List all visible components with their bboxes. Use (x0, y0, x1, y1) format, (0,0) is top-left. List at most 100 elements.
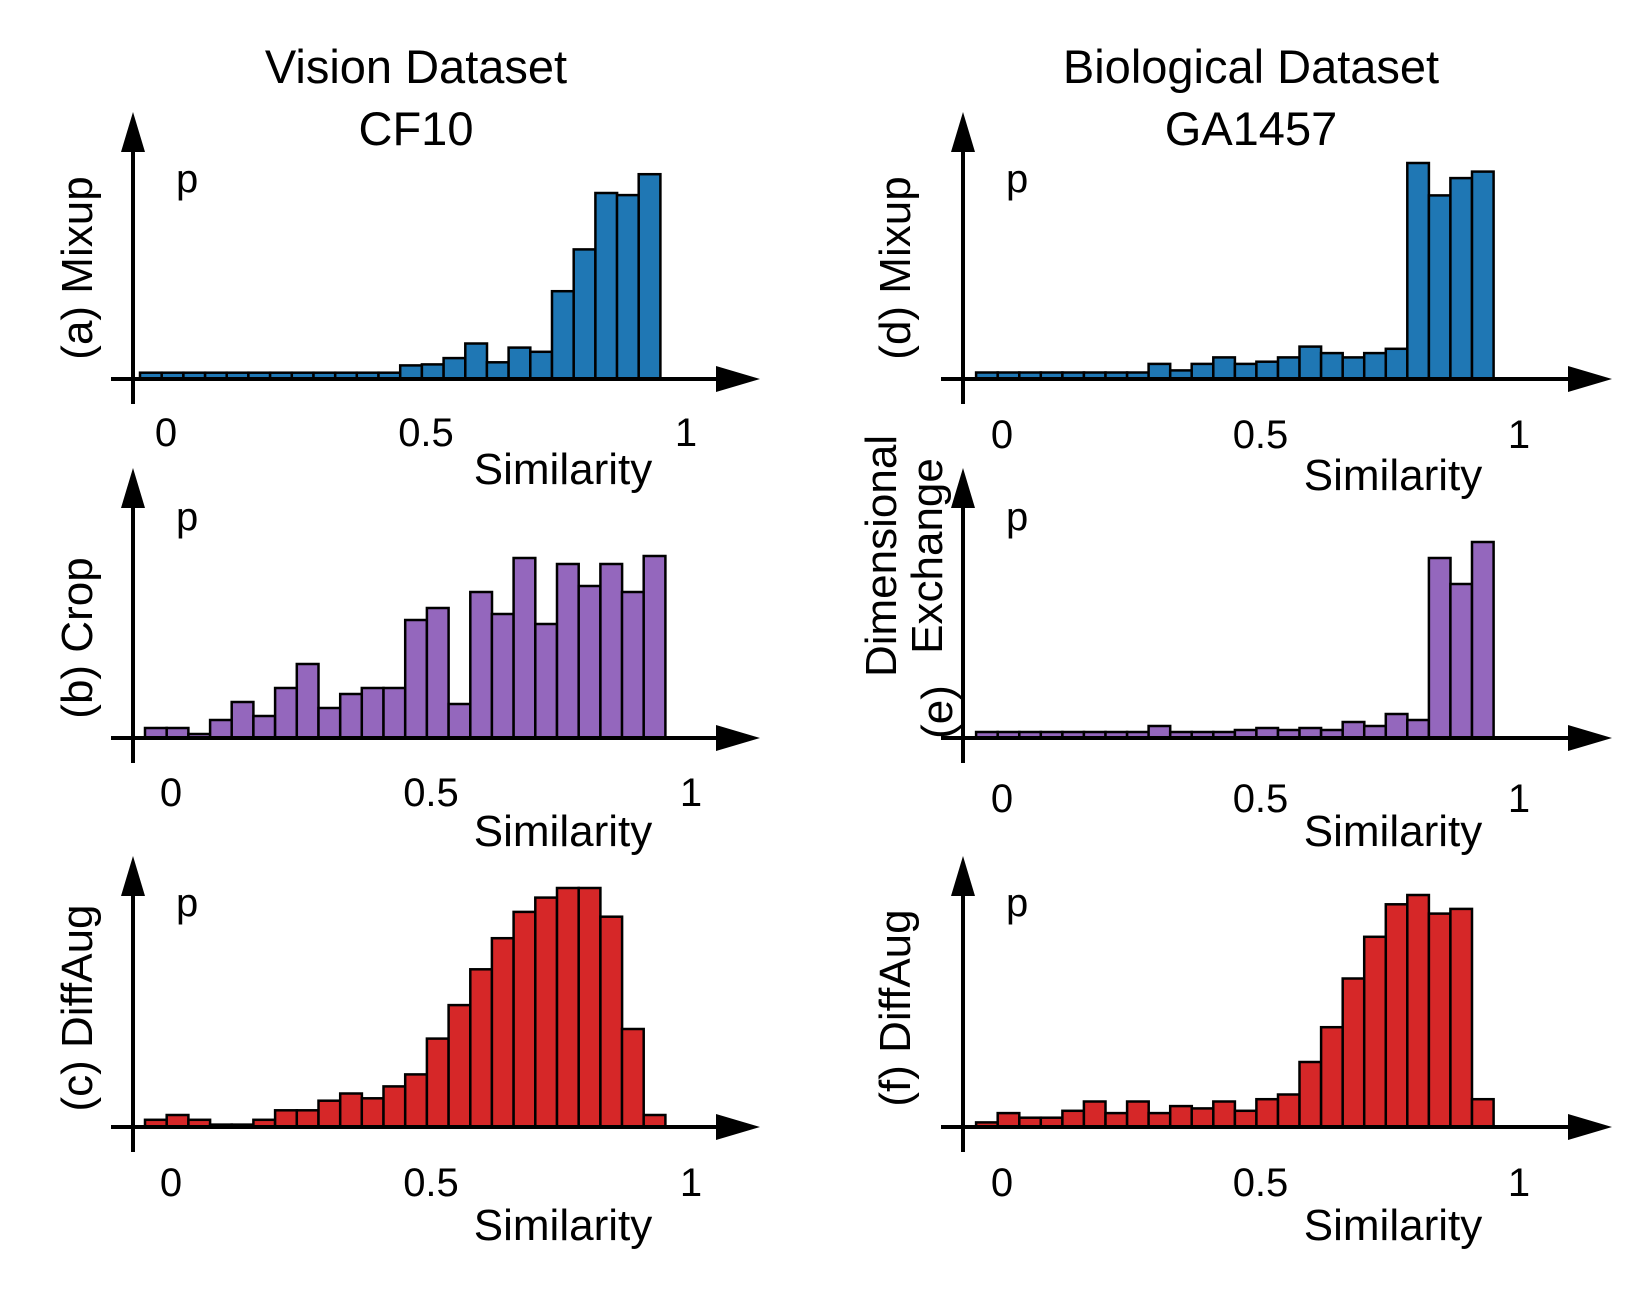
bar-b-10 (360, 686, 385, 740)
bar-c-10 (360, 1097, 385, 1129)
y-axis-label-f: (f) DiffAug (871, 909, 920, 1106)
y-axis-label-text: (d) Mixup (871, 176, 920, 359)
bar-c-14 (447, 1003, 472, 1129)
y-axis-label-c: (c) DiffAug (53, 904, 102, 1111)
bar-c-13 (425, 1037, 450, 1129)
x-tick-label-d-2: 1 (1508, 413, 1530, 457)
bar-c-16 (490, 936, 515, 1129)
x-axis-arrow-icon (1568, 1114, 1612, 1140)
bar-a-20 (572, 248, 597, 381)
bar-c-18 (534, 896, 559, 1129)
panel-a: p 0 0.5 1 Similarity (a) Mixup (53, 112, 760, 494)
bar-c-20 (577, 886, 602, 1129)
bar-b-22 (620, 590, 645, 740)
bar-b-9 (338, 692, 364, 740)
bar-d-20 (1406, 161, 1431, 381)
x-tick-label-d-0: 0 (991, 413, 1013, 457)
y-axis-label-text: (f) DiffAug (871, 909, 920, 1106)
panel-c: p 0 0.5 1 Similarity (c) DiffAug (53, 856, 760, 1250)
bar-f-23 (1470, 1097, 1495, 1129)
y-symbol-b: p (176, 495, 198, 539)
bar-e-21 (1427, 556, 1452, 740)
bar-f-12 (1233, 1109, 1258, 1129)
bar-c-17 (512, 910, 537, 1129)
bar-b-23 (642, 554, 667, 740)
y-symbol-f: p (1006, 881, 1028, 925)
bar-f-17 (1341, 977, 1366, 1129)
bar-e-19 (1384, 712, 1409, 740)
bar-f-18 (1362, 935, 1388, 1129)
x-axis-arrow-icon (1568, 366, 1612, 392)
bar-b-20 (577, 584, 602, 740)
y-axis-label-d: (d) Mixup (871, 176, 920, 359)
bar-c-22 (620, 1027, 645, 1129)
x-tick-label-a-1: 0.5 (398, 411, 454, 455)
bar-d-8 (1147, 362, 1172, 381)
x-axis-arrow-icon (716, 366, 760, 392)
bar-d-17 (1341, 356, 1366, 381)
bar-b-18 (534, 622, 559, 740)
bar-a-14 (442, 356, 467, 381)
y-symbol-a: p (176, 157, 198, 201)
bar-f-10 (1190, 1107, 1215, 1129)
panel-d: p 0 0.5 1 Similarity (d) Mixup (871, 112, 1612, 500)
panel-b: p 0 0.5 1 Similarity (b) Crop (53, 468, 760, 856)
bar-a-22 (615, 193, 640, 381)
bar-d-14 (1276, 356, 1301, 381)
bar-d-18 (1362, 351, 1388, 381)
bar-c-6 (273, 1109, 299, 1129)
bar-c-21 (599, 915, 624, 1129)
x-tick-label-c-1: 0.5 (403, 1161, 459, 1205)
y-axis-label-b: (b) Crop (53, 557, 102, 718)
x-tick-label-e-0: 0 (991, 777, 1013, 821)
bar-c-7 (295, 1109, 320, 1129)
bar-d-13 (1255, 360, 1280, 381)
bar-b-16 (490, 612, 515, 740)
y-axis-arrow-icon (121, 112, 145, 152)
bars-b (143, 554, 667, 740)
bar-b-13 (425, 606, 450, 740)
x-tick-label-f-2: 1 (1508, 1161, 1530, 1205)
bar-b-21 (599, 562, 624, 740)
bar-b-5 (252, 714, 277, 740)
bar-c-8 (317, 1099, 342, 1129)
bar-b-11 (382, 686, 407, 740)
bar-f-9 (1168, 1104, 1194, 1129)
bar-b-19 (555, 562, 580, 740)
bar-f-21 (1427, 912, 1452, 1129)
bar-a-16 (485, 361, 510, 381)
y-axis-label-text: (a) Mixup (53, 176, 102, 359)
bar-f-15 (1298, 1060, 1323, 1129)
y-symbol-e: p (1006, 495, 1028, 539)
x-axis-label-a: Similarity (474, 445, 652, 494)
bar-c-11 (382, 1085, 407, 1129)
x-axis-arrow-icon (716, 725, 760, 751)
x-tick-label-f-0: 0 (991, 1161, 1013, 1205)
bar-a-15 (464, 342, 489, 381)
y-axis-label-text: (b) Crop (53, 557, 102, 718)
y-axis-label-text: Dimensional (857, 435, 906, 677)
y-axis-label-a: (a) Mixup (53, 176, 102, 359)
bar-e-22 (1449, 582, 1474, 740)
bar-d-11 (1212, 356, 1237, 381)
y-axis-arrow-icon (121, 856, 145, 896)
bar-a-17 (507, 346, 532, 381)
bar-f-20 (1406, 893, 1431, 1129)
bar-b-8 (317, 706, 342, 740)
bars-e (974, 540, 1495, 740)
column-title-biological-line1: Biological Dataset (1063, 40, 1439, 93)
bar-d-10 (1190, 362, 1215, 381)
bar-f-11 (1212, 1100, 1237, 1129)
x-tick-label-a-0: 0 (155, 411, 177, 455)
x-axis-label-b: Similarity (474, 807, 652, 856)
bar-b-6 (273, 686, 299, 740)
x-tick-label-e-2: 1 (1508, 777, 1530, 821)
bar-e-20 (1406, 718, 1431, 740)
bar-a-12 (398, 364, 424, 381)
bar-d-21 (1427, 194, 1452, 381)
bar-c-12 (403, 1073, 429, 1129)
bars-f (974, 893, 1495, 1129)
x-axis-label-e: Similarity (1304, 807, 1482, 856)
